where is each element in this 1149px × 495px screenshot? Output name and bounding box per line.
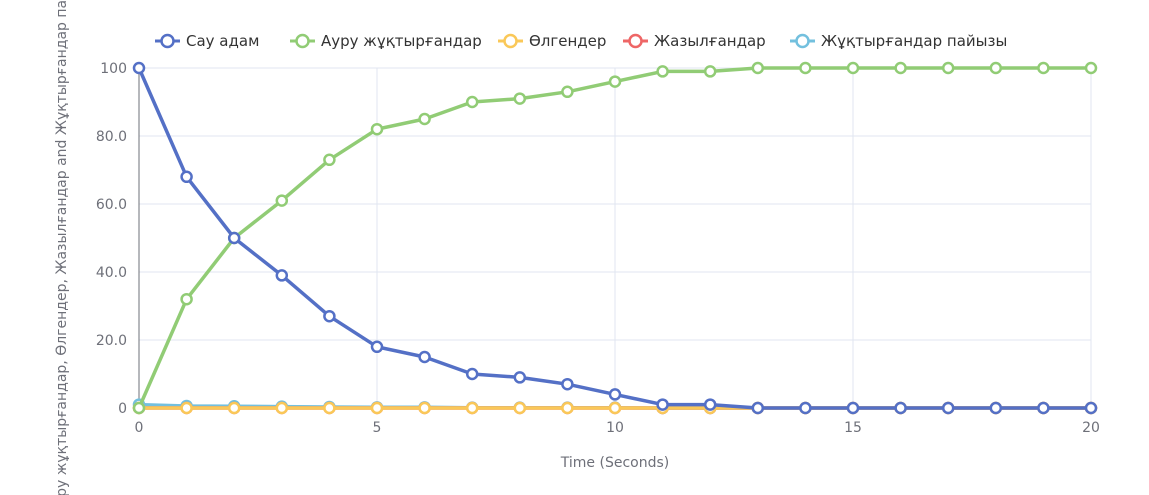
x-tick-label: 0: [135, 420, 144, 436]
data-point-infected[interactable]: [1084, 61, 1098, 75]
data-point-healthy[interactable]: [656, 398, 669, 411]
legend-item-dead[interactable]: Өлгендер: [498, 32, 606, 50]
data-point-dead[interactable]: [227, 401, 241, 415]
data-point-infected[interactable]: [465, 95, 479, 109]
x-axis-title: Time (Seconds): [560, 455, 669, 471]
data-point-dead[interactable]: [465, 401, 479, 415]
data-point-infected[interactable]: [941, 61, 955, 75]
x-tick-label: 15: [844, 420, 862, 436]
data-point-healthy[interactable]: [989, 401, 1003, 415]
x-tick-label: 10: [606, 420, 624, 436]
legend-label-dead: Өлгендер: [529, 32, 606, 50]
data-point-dead[interactable]: [418, 401, 431, 415]
data-point-infected[interactable]: [799, 61, 812, 75]
data-point-dead[interactable]: [513, 401, 527, 415]
legend-item-infected[interactable]: Ауру жұқтырғандар: [290, 32, 482, 50]
data-point-infected[interactable]: [561, 85, 574, 99]
data-point-infected[interactable]: [370, 122, 384, 136]
series-infected: [132, 61, 1098, 415]
legend-item-recovered[interactable]: Жазылғандар: [623, 32, 766, 50]
data-point-infected[interactable]: [418, 112, 431, 126]
data-point-healthy[interactable]: [465, 367, 479, 381]
legend-marker-infected-percent: [795, 33, 810, 49]
data-point-infected[interactable]: [751, 61, 765, 75]
series-layer: [132, 61, 1098, 415]
data-point-infected[interactable]: [703, 65, 717, 78]
data-point-healthy[interactable]: [799, 401, 812, 415]
legend-label-infected: Ауру жұқтырғандар: [321, 32, 482, 50]
legend-label-infected-percent: Жұқтырғандар пайызы: [821, 32, 1007, 50]
y-tick-label: 80.0: [96, 129, 127, 145]
x-tick-label: 20: [1082, 420, 1100, 436]
data-point-infected[interactable]: [608, 75, 622, 88]
data-point-infected[interactable]: [846, 61, 860, 75]
data-point-infected[interactable]: [989, 61, 1003, 75]
data-point-infected[interactable]: [513, 92, 527, 105]
legend-item-healthy[interactable]: Сау адам: [155, 32, 259, 50]
data-point-healthy[interactable]: [513, 371, 527, 384]
grid-lines: [139, 67, 1092, 408]
y-tick-label: 20.0: [96, 333, 127, 349]
data-point-healthy[interactable]: [323, 309, 336, 323]
data-point-healthy[interactable]: [751, 401, 765, 415]
data-point-infected[interactable]: [656, 65, 669, 78]
data-point-healthy[interactable]: [703, 398, 717, 411]
data-point-infected[interactable]: [1037, 61, 1050, 75]
data-point-healthy[interactable]: [418, 350, 431, 364]
y-tick-label: 40.0: [96, 265, 127, 281]
legend: Сау адам Ауру жұқтырғандар Өлгендер Жазылға…: [155, 32, 1007, 50]
data-point-infected[interactable]: [894, 61, 907, 75]
data-point-infected[interactable]: [323, 153, 336, 167]
legend-marker-dead: [503, 33, 518, 49]
data-point-dead[interactable]: [370, 401, 384, 415]
legend-item-infected-percent[interactable]: Жұқтырғандар пайызы: [790, 32, 1007, 50]
data-point-infected[interactable]: [132, 401, 146, 415]
x-tick-label: 5: [373, 420, 382, 436]
data-point-healthy[interactable]: [227, 231, 241, 245]
data-point-infected[interactable]: [275, 194, 289, 207]
data-point-infected[interactable]: [180, 292, 193, 306]
series-healthy: [132, 61, 1098, 415]
data-point-healthy[interactable]: [894, 401, 907, 415]
data-point-dead[interactable]: [323, 401, 336, 415]
data-point-healthy[interactable]: [1037, 401, 1050, 415]
data-point-healthy[interactable]: [846, 401, 860, 415]
legend-marker-healthy: [160, 33, 175, 49]
data-point-healthy[interactable]: [180, 170, 193, 184]
data-point-dead[interactable]: [608, 401, 622, 415]
data-point-healthy[interactable]: [941, 401, 955, 415]
data-point-healthy[interactable]: [370, 340, 384, 354]
data-point-healthy[interactable]: [608, 388, 622, 401]
y-tick-label: 60.0: [96, 197, 127, 213]
y-axis-title: Ауру жұқтырғандар, Өлгендер, Жазылғандар…: [54, 0, 70, 495]
data-point-healthy[interactable]: [1084, 401, 1098, 415]
data-point-healthy[interactable]: [275, 269, 289, 282]
data-point-healthy[interactable]: [132, 61, 146, 75]
data-point-dead[interactable]: [561, 401, 574, 415]
data-point-dead[interactable]: [180, 401, 193, 415]
legend-marker-recovered: [628, 33, 643, 49]
y-tick-label: 0: [118, 401, 127, 417]
data-point-healthy[interactable]: [561, 377, 574, 391]
y-tick-label: 100: [100, 61, 127, 77]
data-point-dead[interactable]: [275, 401, 289, 415]
legend-label-healthy: Сау адам: [186, 32, 259, 50]
legend-marker-infected: [295, 33, 310, 49]
legend-label-recovered: Жазылғандар: [654, 32, 766, 50]
